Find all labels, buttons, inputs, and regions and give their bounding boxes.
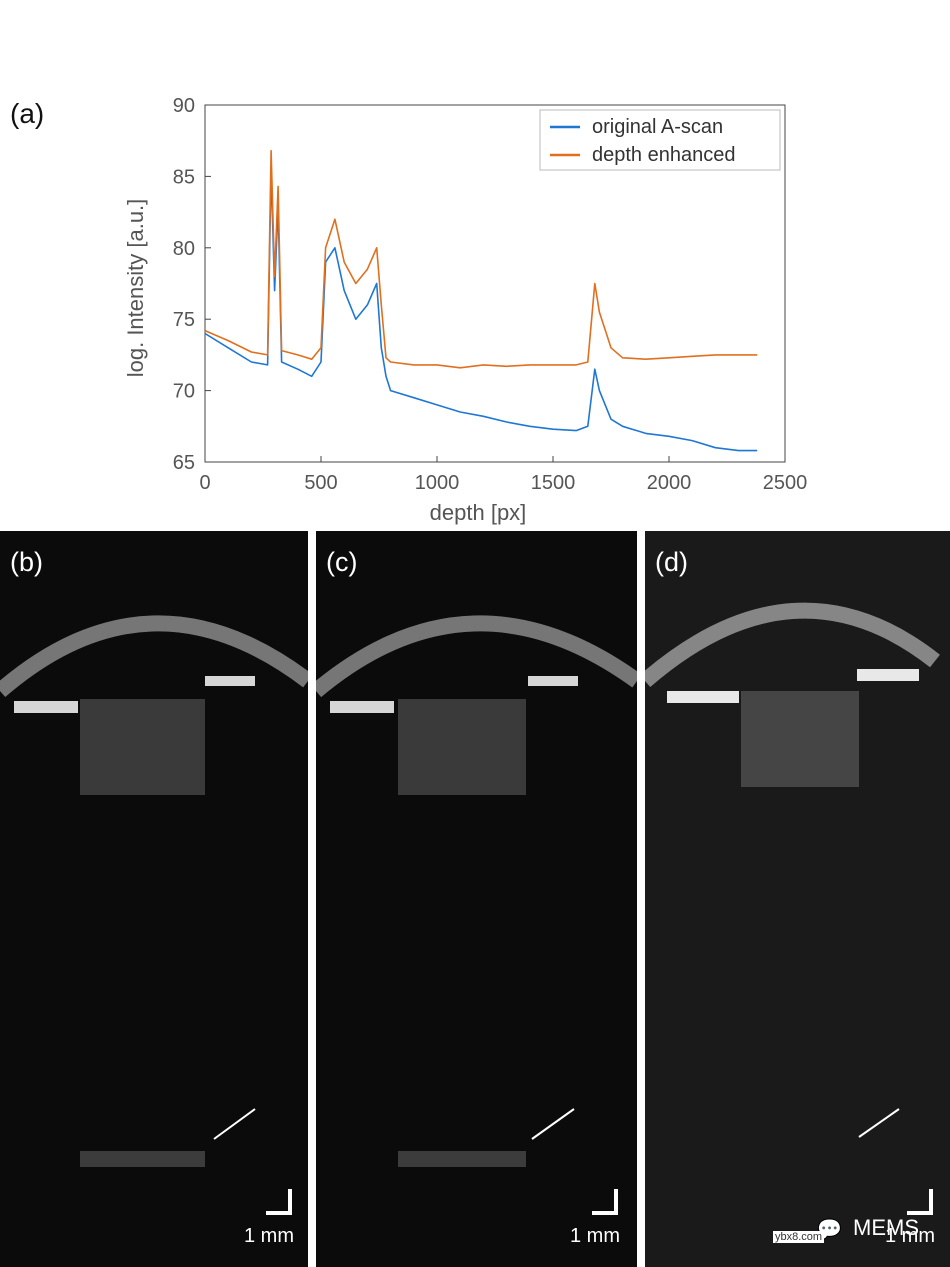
x-tick-label: 2000: [647, 472, 692, 494]
oct-image-b: [0, 615, 308, 1167]
legend-label-enhanced: depth enhanced: [592, 144, 735, 166]
scale-text-c: 1 mm: [570, 1225, 620, 1247]
legend: original A-scan depth enhanced: [539, 109, 781, 171]
y-tick-label: 80: [173, 238, 195, 260]
iris-right-d: [857, 669, 919, 681]
scale-bar-b: [266, 1189, 292, 1215]
scale-bar-c: [592, 1189, 618, 1215]
watermark-site: ybx8.com: [773, 1231, 825, 1243]
x-tick-label: 1000: [415, 472, 460, 494]
iris-right-b: [205, 676, 255, 686]
panel-c-label: (c): [326, 547, 358, 577]
oct-panel-c: (c) 1 mm: [316, 531, 637, 1267]
oct-image-c: [316, 615, 637, 1167]
series-line-enhanced: [204, 149, 758, 369]
panel-b-label: (b): [10, 547, 43, 577]
iris-right-c: [528, 676, 578, 686]
oct-panel-b: (b) 1 mm: [0, 531, 308, 1267]
line-chart: 65 70 75 80 85 90 0 500 1000 1500 2000 2500 log. I…: [123, 95, 808, 525]
y-tick-label: 65: [173, 452, 195, 474]
scale-text-d: 1 mm: [885, 1225, 935, 1247]
x-tick-label: 2500: [763, 472, 808, 494]
cornea-b: [0, 615, 308, 698]
arrow-c: [531, 1108, 575, 1140]
oct-panel-d: (d) 1 mm 💬 MEMS ybx8.com: [645, 531, 950, 1267]
scale-text-b: 1 mm: [244, 1225, 294, 1247]
x-tick-label: 0: [199, 472, 210, 494]
watermark-brand: MEMS: [853, 1215, 919, 1240]
lens-d: [741, 691, 859, 787]
reflection-b: [80, 1151, 205, 1167]
iris-left-d: [667, 691, 739, 703]
legend-label-original: original A-scan: [592, 116, 723, 138]
legend-box: [539, 109, 781, 171]
y-tick-label: 70: [173, 381, 195, 403]
cornea-d: [645, 602, 940, 688]
arrow-b: [213, 1108, 256, 1140]
lens-b: [80, 699, 205, 795]
arrow-d: [858, 1108, 900, 1138]
x-tick-label: 1500: [531, 472, 576, 494]
iris-left-b: [14, 701, 78, 713]
panel-a-label: (a): [10, 98, 45, 129]
x-axis-label: depth [px]: [430, 500, 527, 525]
y-tick-label: 75: [173, 309, 195, 331]
oct-image-d: [645, 602, 940, 1138]
y-tick-label: 85: [173, 166, 195, 188]
y-axis-label: log. Intensity [a.u.]: [123, 199, 148, 378]
cornea-c: [316, 615, 637, 698]
x-tick-label: 500: [304, 472, 337, 494]
lens-c: [398, 699, 526, 795]
y-tick-label: 90: [173, 95, 195, 117]
iris-left-c: [330, 701, 394, 713]
reflection-c: [398, 1151, 526, 1167]
panel-d-label: (d): [655, 547, 688, 577]
scale-bar-d: [907, 1189, 933, 1215]
